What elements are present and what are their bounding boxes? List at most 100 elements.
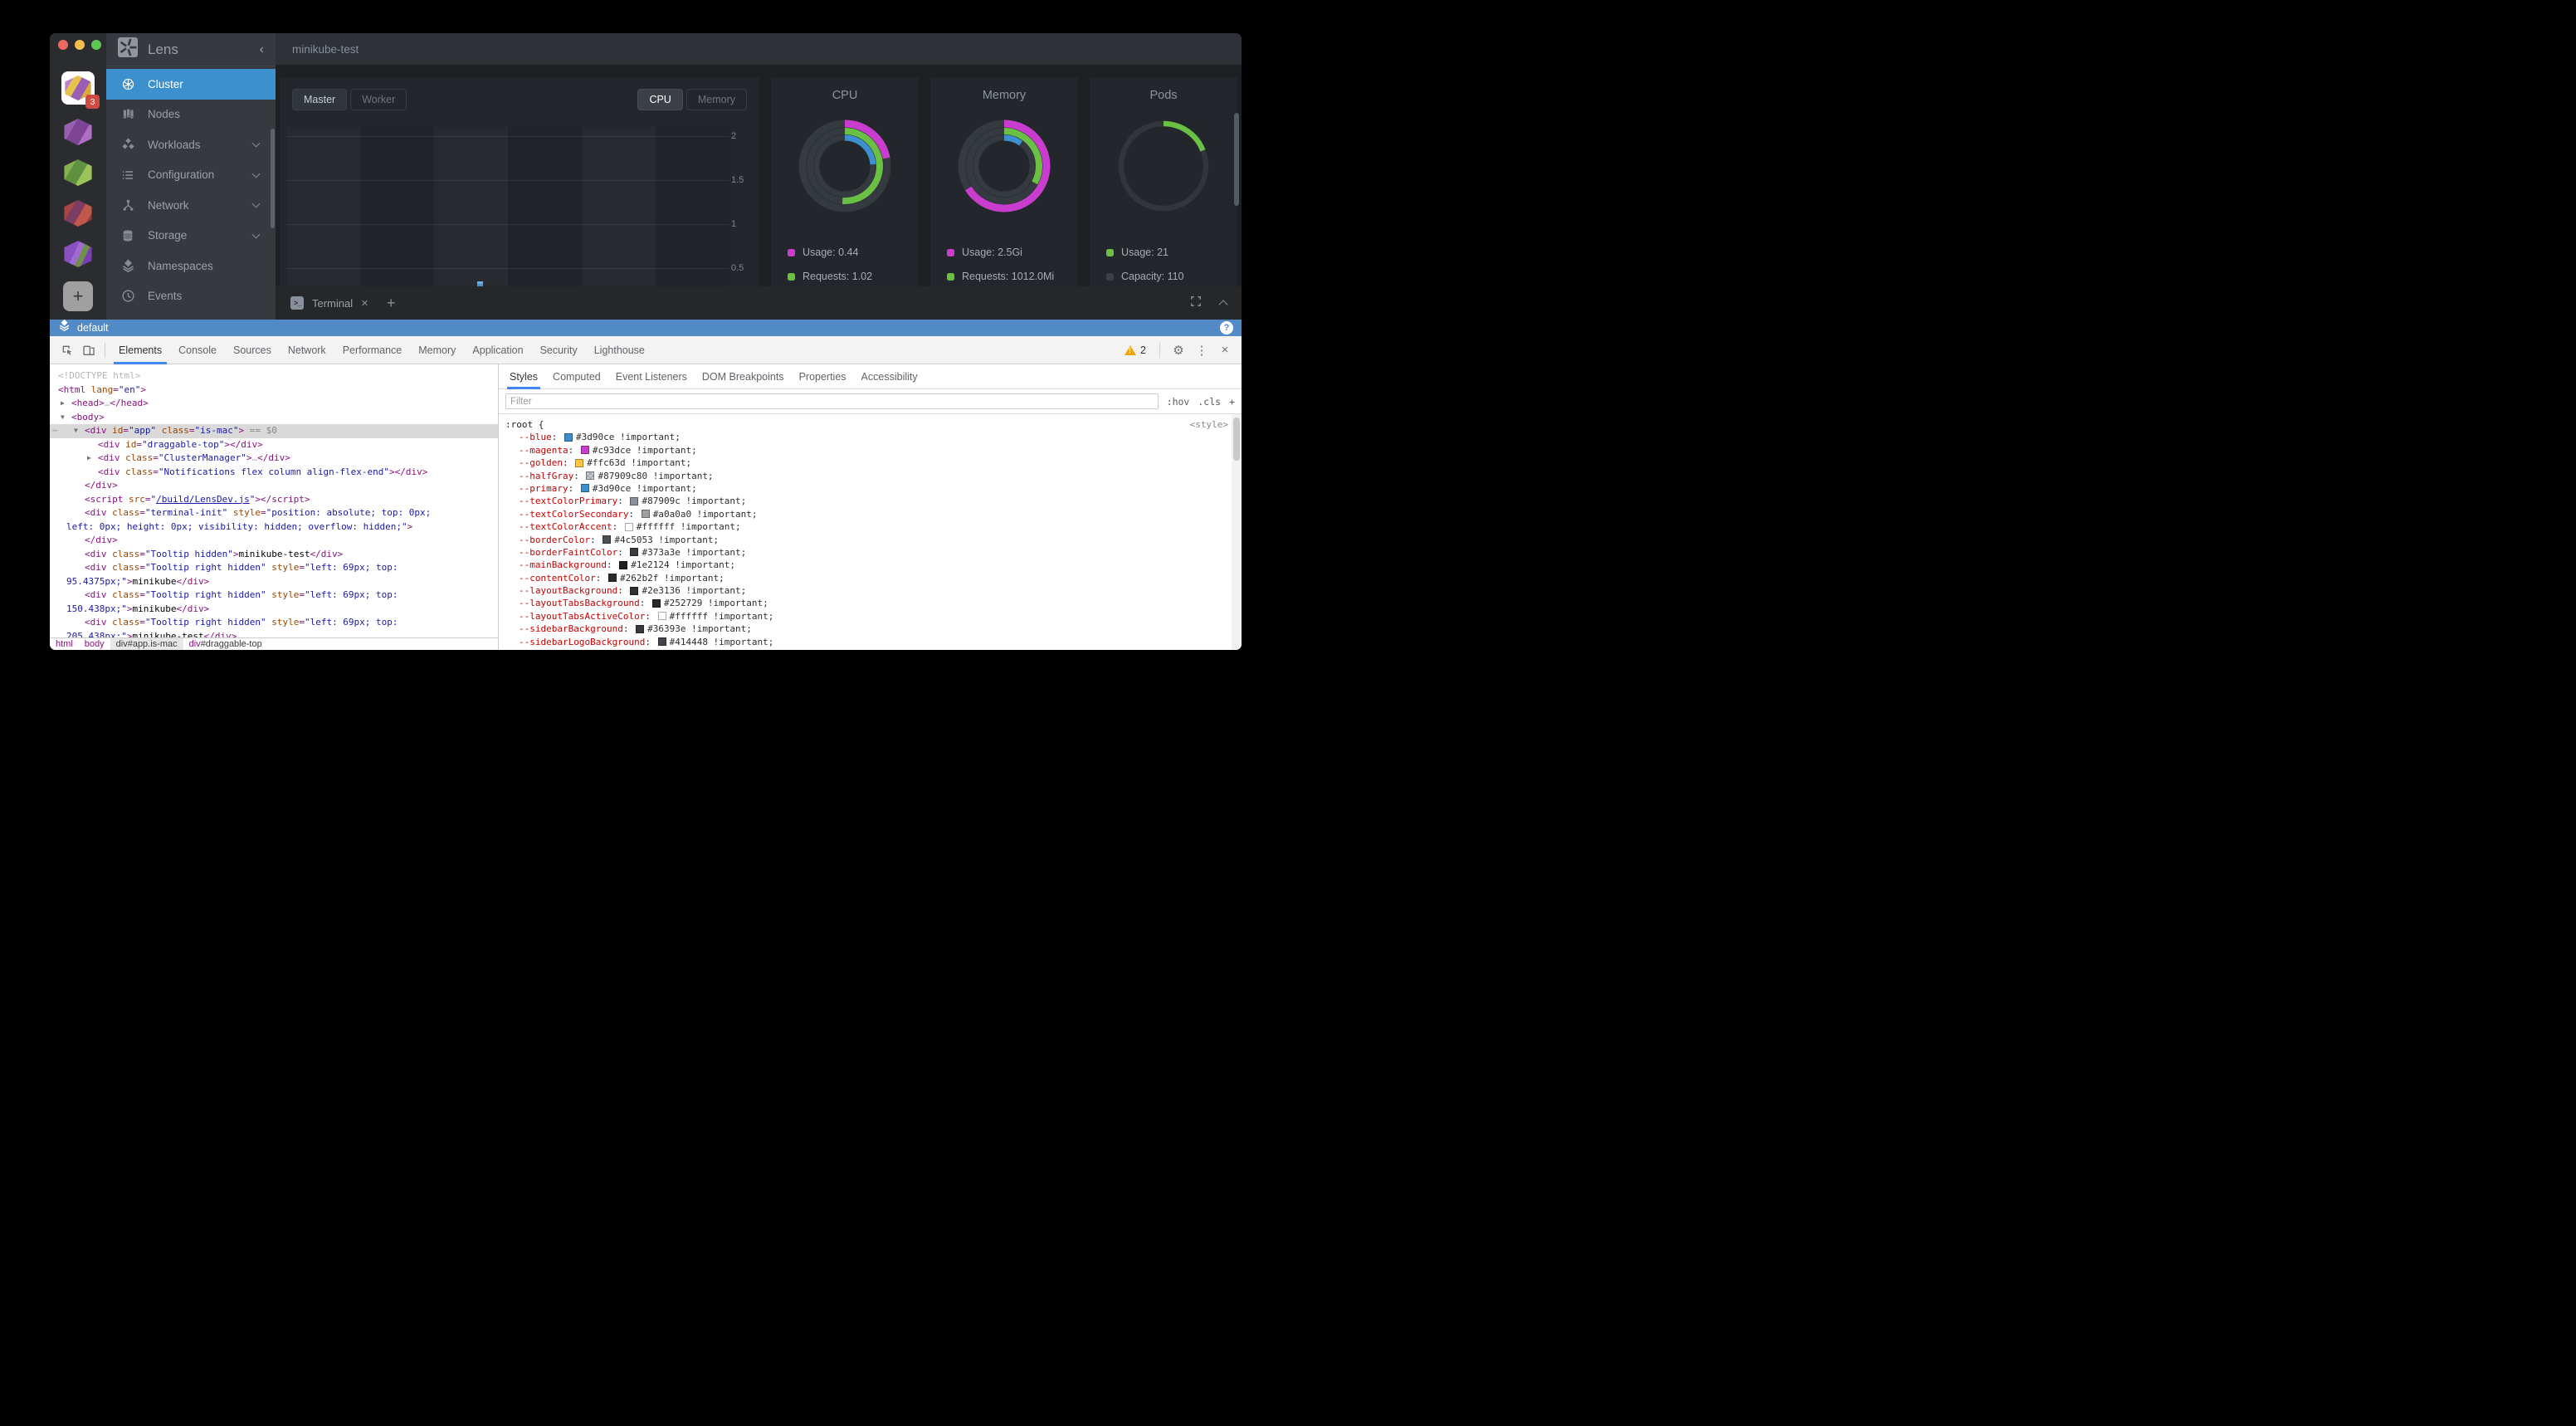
color-swatch[interactable] [624, 522, 633, 531]
devtools-settings-icon[interactable]: ⚙ [1173, 343, 1184, 358]
inspect-element-icon[interactable] [56, 340, 78, 360]
close-window-button[interactable] [58, 40, 68, 50]
help-button[interactable]: ? [1220, 321, 1233, 335]
devtools-tab-console[interactable]: Console [178, 344, 217, 356]
dom-tree-node[interactable]: 150.438px;">minikube</div> [66, 603, 210, 614]
dom-tree-node[interactable]: 95.4375px;">minikube</div> [66, 575, 210, 587]
css-declaration[interactable]: --textColorSecondary: #a0a0a0 !important… [519, 508, 758, 520]
breadcrumb-item[interactable]: body [84, 639, 105, 649]
sidebar-item-cluster[interactable]: Cluster [106, 69, 276, 100]
sidebar-item-network[interactable]: Network [106, 190, 276, 221]
css-declaration[interactable]: --textColorPrimary: #87909c !important; [519, 496, 747, 507]
color-swatch[interactable] [603, 535, 612, 545]
color-swatch[interactable] [580, 446, 589, 455]
dom-tree-node[interactable]: ▶ <head>…</head> [50, 397, 498, 411]
devtools-tab-security[interactable]: Security [539, 344, 578, 356]
dom-tree-node[interactable]: <div id="draggable-top"></div> [98, 438, 263, 450]
css-declaration[interactable]: --layoutTabsBackground: #252729 !importa… [519, 598, 768, 609]
color-swatch[interactable] [619, 560, 628, 569]
dom-tree-node[interactable]: <html lang="en"> [58, 383, 146, 395]
color-swatch[interactable] [630, 496, 639, 505]
styles-tab-accessibility[interactable]: Accessibility [861, 370, 918, 383]
styles-scrollbar[interactable] [1232, 414, 1242, 650]
color-swatch[interactable] [630, 548, 639, 557]
css-declaration[interactable]: --layoutTabsActiveColor: #ffffff !import… [519, 610, 774, 622]
zoom-window-button[interactable] [91, 40, 101, 50]
dom-tree-node[interactable]: ▶ <div class="ClusterManager">…</div> [50, 452, 498, 466]
sidebar-scrollbar[interactable] [271, 129, 275, 228]
devtools-tab-application[interactable]: Application [472, 344, 524, 356]
dom-tree-node[interactable]: </div> [85, 480, 118, 491]
console-warnings-badge[interactable]: 2 [1120, 344, 1151, 356]
metric-tab-cpu[interactable]: CPU [637, 89, 683, 110]
css-declaration[interactable]: --mainBackground: #1e2124 !important; [519, 559, 736, 571]
metric-tab-memory[interactable]: Memory [685, 89, 747, 110]
cluster-tile-5[interactable] [64, 241, 92, 267]
dom-tree-node[interactable]: </div> [85, 535, 118, 545]
css-declaration[interactable]: --contentColor: #262b2f !important; [519, 572, 724, 584]
dom-tree-node[interactable]: <div class="Tooltip hidden">minikube-tes… [85, 548, 344, 559]
color-swatch[interactable] [630, 586, 639, 595]
dom-tree-node[interactable]: <div class="Tooltip right hidden" style=… [85, 562, 398, 573]
dom-tree-node[interactable]: <script src="/build/LensDev.js"></script… [85, 493, 310, 505]
color-swatch[interactable] [575, 458, 584, 467]
css-declaration[interactable]: --sidebarActiveColor: #ffffff !important… [505, 648, 1228, 650]
css-rule-selector[interactable]: :root { [505, 419, 544, 430]
devtools-close-icon[interactable]: × [1221, 343, 1229, 357]
pseudo-state-toggle[interactable]: :hov [1166, 395, 1190, 408]
css-declaration[interactable]: --sidebarLogoBackground: #414448 !import… [519, 636, 774, 647]
color-swatch[interactable] [607, 574, 617, 583]
dom-tree-node[interactable]: <!DOCTYPE html> [58, 370, 141, 381]
collapse-arrow-icon[interactable]: ▼ [61, 413, 65, 421]
devtools-tab-performance[interactable]: Performance [342, 344, 402, 356]
node-tab-worker[interactable]: Worker [350, 89, 407, 110]
node-tab-master[interactable]: Master [292, 89, 348, 110]
css-declaration[interactable]: --primary: #3d90ce !important; [519, 482, 697, 494]
dom-tree-node[interactable]: <div class="terminal-init" style="positi… [85, 507, 432, 518]
terminal-close-icon[interactable]: × [361, 295, 368, 310]
styles-filter-input[interactable] [505, 393, 1159, 409]
cluster-tile-4[interactable] [64, 200, 92, 227]
css-rule-origin[interactable]: <style> [1189, 419, 1228, 430]
styles-tab-dom-breakpoints[interactable]: DOM Breakpoints [701, 370, 784, 383]
css-declaration[interactable]: --sidebarBackground: #36393e !important; [519, 623, 752, 635]
devtools-tab-elements[interactable]: Elements [110, 336, 170, 364]
dom-tree-node[interactable]: ⋯ ▼ <div id="app" class="is-mac"> == $0 [50, 424, 498, 438]
collapse-arrow-icon[interactable]: ▼ [74, 427, 78, 434]
dom-tree-node[interactable]: left: 0px; height: 0px; visibility: hidd… [66, 520, 413, 532]
color-swatch[interactable] [580, 484, 589, 493]
devtools-tab-sources[interactable]: Sources [232, 344, 271, 356]
sidebar-collapse-icon[interactable]: ‹ [259, 42, 264, 56]
sidebar-item-workloads[interactable]: Workloads [106, 129, 276, 160]
cluster-tile-2[interactable] [64, 119, 92, 145]
expand-arrow-icon[interactable]: ▶ [87, 454, 91, 461]
css-declaration[interactable]: --golden: #ffc63d !important; [519, 457, 692, 469]
dom-tree-node[interactable]: <div class="Tooltip right hidden" style=… [85, 617, 398, 628]
css-declaration[interactable]: --blue: #3d90ce !important; [519, 432, 681, 443]
css-declaration[interactable]: --magenta: #c93dce !important; [519, 444, 697, 456]
element-classes-toggle[interactable]: .cls [1198, 395, 1222, 408]
styles-tab-computed[interactable]: Computed [553, 370, 601, 383]
devtools-menu-icon[interactable]: ⋮ [1195, 343, 1208, 358]
color-swatch[interactable] [641, 510, 650, 519]
color-swatch[interactable] [586, 471, 595, 481]
node-overflow-icon[interactable]: ⋯ [52, 425, 59, 436]
devtools-tab-lighthouse[interactable]: Lighthouse [593, 344, 645, 356]
expand-arrow-icon[interactable]: ▶ [61, 399, 65, 407]
sidebar-item-events[interactable]: Events [106, 281, 276, 312]
dom-tree-node[interactable]: <div class="Tooltip right hidden" style=… [85, 589, 398, 600]
sidebar-item-namespaces[interactable]: Namespaces [106, 251, 276, 281]
sidebar-item-configuration[interactable]: Configuration [106, 160, 276, 191]
color-swatch[interactable] [657, 637, 666, 647]
sidebar-item-storage[interactable]: Storage [106, 221, 276, 252]
cluster-tile-3[interactable] [64, 159, 92, 186]
styles-tab-properties[interactable]: Properties [798, 370, 846, 383]
css-declaration[interactable]: --borderFaintColor: #373a3e !important; [519, 546, 747, 558]
devtools-tab-memory[interactable]: Memory [418, 344, 456, 356]
terminal-add-icon[interactable]: + [386, 294, 396, 311]
dashboard-scrollbar[interactable] [1234, 113, 1239, 206]
css-declaration[interactable]: --textColorAccent: #ffffff !important; [519, 521, 741, 533]
color-swatch[interactable] [657, 612, 666, 621]
add-cluster-button[interactable]: + [63, 281, 93, 311]
dom-tree-node[interactable]: ▼ <body> [50, 411, 498, 425]
